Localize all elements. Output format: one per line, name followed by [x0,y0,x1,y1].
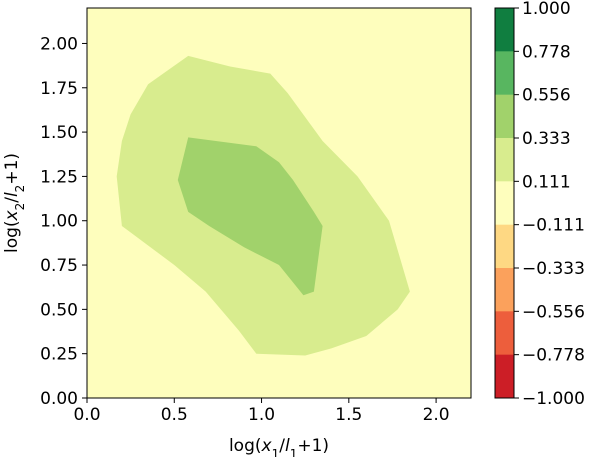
y-tick-label: 1.00 [40,212,78,232]
colorbar-segment [495,224,514,269]
y-tick-label: 2.00 [40,34,78,54]
y-tick-label: 0.00 [40,389,78,409]
x-tick-label: 2.0 [423,405,450,425]
colorbar-frame [494,7,515,399]
contour-level-2 [177,137,323,296]
x-tick-label: 1.0 [248,405,275,425]
plot-frame [86,7,472,399]
x-tick-label: 0.5 [161,405,188,425]
colorbar-tick-label: −1.000 [522,389,585,409]
colorbar-segment [495,268,514,312]
colorbar-tick-label: 1.000 [522,0,571,19]
colorbar-tick-label: 0.556 [522,86,571,106]
colorbar-tick-label: −0.333 [522,259,585,279]
colorbar-segment [495,138,514,182]
x-axis: 0.0 0.5 1.0 1.5 2.0 [73,398,450,425]
colorbar-tick-label: −0.111 [522,216,585,236]
colorbar-segment [495,181,514,226]
x-tick-label: 1.5 [335,405,362,425]
colorbar-tick-label: −0.778 [522,346,585,366]
y-tick-label: 0.25 [40,345,78,365]
colorbar-tick-label: −0.556 [522,302,585,322]
y-axis-label: log(x2/l2+1) [2,153,27,253]
plot-area [86,7,472,399]
y-tick-label: 0.50 [40,300,78,320]
colorbar-tick-label: 0.778 [522,42,571,62]
y-tick-label: 0.75 [40,256,78,276]
colorbar-segment [495,311,514,356]
colorbar-segment [495,354,514,399]
y-tick-label: 1.75 [40,79,78,99]
colorbar-segment [495,94,514,139]
x-tick-label: 0.0 [73,405,100,425]
colorbar: 1.000 0.778 0.556 0.333 0.111 −0.111 −0.333 −0.… [494,0,585,409]
y-tick-label: 1.50 [40,123,78,143]
x-axis-label: log(x1/l1+1) [229,436,329,457]
colorbar-segment [495,8,514,52]
colorbar-tick-label: 0.333 [522,129,571,149]
colorbar-tick-label: 0.111 [522,172,571,192]
colorbar-segment [495,51,514,96]
y-axis: 0.00 0.25 0.50 0.75 1.00 1.25 1.50 1.75 2.00 [40,34,87,409]
y-tick-label: 1.25 [40,167,78,187]
